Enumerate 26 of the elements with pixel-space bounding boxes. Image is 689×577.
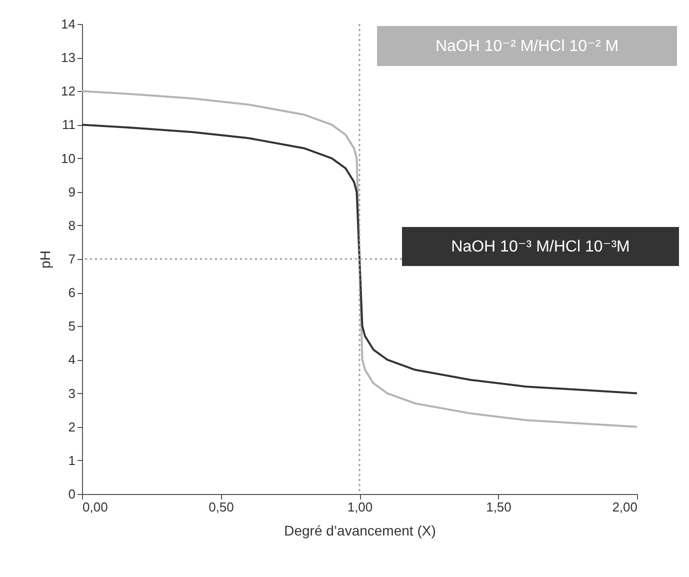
y-tick-label: 4 (68, 352, 76, 368)
y-tick-label: 13 (61, 50, 76, 66)
y-tick-label: 11 (62, 117, 76, 132)
line-series (81, 90, 638, 428)
y-tick-label: 5 (68, 318, 76, 334)
y-tick-label: 14 (61, 16, 76, 32)
y-tick-label: 12 (61, 84, 76, 99)
y-tick-label: 2 (68, 419, 76, 434)
y-tick-label: 3 (68, 386, 76, 401)
x-tick-label: 0,50 (208, 500, 234, 514)
x-tick-label: 2,00 (612, 500, 638, 514)
x-tick-label: 1,50 (486, 500, 512, 514)
y-tick-label: 9 (68, 184, 76, 200)
y-tick-label: 6 (68, 285, 76, 300)
y-axis-title: pH (37, 250, 54, 268)
text: NaOH 10⁻² M/HCl 10⁻² M (435, 38, 619, 55)
y-tick-label: 0 (68, 486, 76, 502)
x-tick-label: 0,00 (82, 500, 108, 514)
x-tick-label: 1,00 (347, 500, 373, 514)
y-tick-label: 10 (61, 150, 76, 166)
y-tick-label: 8 (68, 218, 76, 233)
text: NaOH 10⁻³ M/HCl 10⁻³M (451, 238, 630, 256)
y-tick-label: 1 (68, 452, 76, 468)
y-tick-label: 7 (68, 252, 76, 266)
x-axis-title: Degré d’avancement (X) (284, 522, 436, 538)
line-series (81, 124, 638, 394)
